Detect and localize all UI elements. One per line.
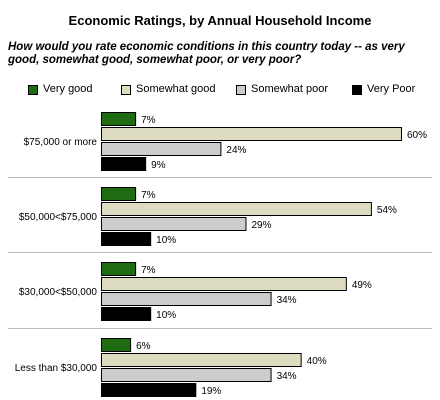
data-label-somewhat-poor-less-than-30-000: 34%	[277, 371, 297, 382]
bar-somewhat-good-50-000-75-000	[101, 202, 372, 216]
legend-label-somewhat-good: Somewhat good	[136, 83, 216, 95]
bar-very-good-less-than-30-000	[101, 338, 132, 352]
bar-somewhat-poor-less-than-30-000	[101, 368, 272, 382]
bar-very-poor-30-000-50-000	[101, 307, 152, 321]
data-label-very-good-less-than-30-000: 6%	[136, 341, 151, 352]
data-label-somewhat-good-30-000-50-000: 49%	[352, 280, 372, 291]
data-label-very-good-30-000-50-000: 7%	[141, 265, 156, 276]
data-label-somewhat-good-75-000-or-more: 60%	[407, 130, 427, 141]
chart-subtitle: How would you rate economic conditions i…	[8, 41, 405, 66]
data-label-somewhat-poor-30-000-50-000: 34%	[277, 295, 297, 306]
legend-label-very-poor: Very Poor	[367, 83, 416, 95]
category-label-30-000-50-000: $30,000<$50,000	[19, 287, 98, 298]
data-label-somewhat-poor-50-000-75-000: 29%	[251, 220, 271, 231]
bar-very-poor-less-than-30-000	[101, 383, 197, 397]
data-label-very-good-75-000-or-more: 7%	[141, 115, 156, 126]
data-label-somewhat-poor-75-000-or-more: 24%	[226, 145, 246, 156]
category-label-less-than-30-000: Less than $30,000	[15, 363, 98, 374]
bar-very-good-75-000-or-more	[101, 112, 137, 126]
data-label-very-poor-75-000-or-more: 9%	[151, 160, 166, 171]
data-label-very-poor-less-than-30-000: 19%	[201, 386, 221, 397]
legend-swatch-somewhat-good	[121, 85, 131, 95]
data-label-very-good-50-000-75-000: 7%	[141, 190, 156, 201]
bar-very-good-50-000-75-000	[101, 187, 137, 201]
chart-title: Economic Ratings, by Annual Household In…	[68, 13, 372, 28]
legend-label-very-good: Very good	[43, 83, 93, 95]
legend-swatch-very-poor	[352, 85, 362, 95]
bar-somewhat-good-less-than-30-000	[101, 353, 302, 367]
bar-somewhat-good-75-000-or-more	[101, 127, 402, 141]
legend-swatch-somewhat-poor	[236, 85, 246, 95]
legend-swatch-very-good	[28, 85, 38, 95]
bar-somewhat-poor-30-000-50-000	[101, 292, 272, 306]
data-label-very-poor-50-000-75-000: 10%	[156, 235, 176, 246]
bar-very-poor-50-000-75-000	[101, 232, 152, 246]
category-label-50-000-75-000: $50,000<$75,000	[19, 212, 98, 223]
data-label-somewhat-good-less-than-30-000: 40%	[307, 356, 327, 367]
data-label-somewhat-good-50-000-75-000: 54%	[377, 205, 397, 216]
bar-very-good-30-000-50-000	[101, 262, 137, 276]
bar-somewhat-poor-50-000-75-000	[101, 217, 247, 231]
category-label-75-000-or-more: $75,000 or more	[24, 137, 98, 148]
bar-very-poor-75-000-or-more	[101, 157, 147, 171]
bar-somewhat-poor-75-000-or-more	[101, 142, 222, 156]
legend-label-somewhat-poor: Somewhat poor	[251, 83, 329, 95]
legend: Very good Somewhat good Somewhat poor Ve…	[0, 83, 440, 99]
data-label-very-poor-30-000-50-000: 10%	[156, 310, 176, 321]
bar-somewhat-good-30-000-50-000	[101, 277, 347, 291]
